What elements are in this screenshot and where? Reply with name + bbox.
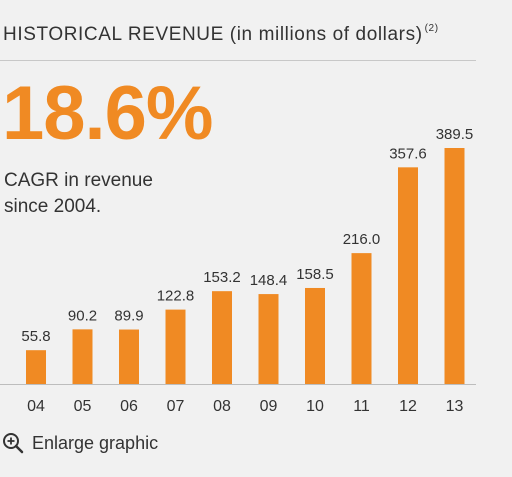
- x-tick-label-06: 06: [120, 398, 138, 415]
- bar-07: [165, 309, 186, 384]
- x-tick-label-13: 13: [446, 398, 464, 415]
- bar-06: [119, 329, 139, 384]
- data-label-11: 216.0: [343, 231, 381, 248]
- x-tick-label-07: 07: [167, 398, 185, 415]
- chart-title-text: HISTORICAL REVENUE (in millions of dolla…: [3, 24, 423, 45]
- cagr-caption-line-2: since 2004.: [4, 196, 102, 217]
- data-label-06: 89.9: [114, 308, 143, 325]
- zoom-in-icon: [3, 433, 24, 454]
- enlarge-graphic-label: Enlarge graphic: [32, 432, 159, 453]
- x-tick-label-04: 04: [27, 398, 45, 415]
- title-divider: [0, 60, 476, 61]
- chart-title: HISTORICAL REVENUE (in millions of dolla…: [3, 22, 439, 46]
- cagr-value: 18.6%: [2, 71, 213, 156]
- bar-09: [258, 294, 279, 384]
- x-tick-label-10: 10: [306, 398, 324, 415]
- x-tick-label-11: 11: [353, 398, 370, 415]
- data-label-05: 90.2: [68, 307, 97, 324]
- cagr-caption-line-1: CAGR in revenue: [4, 170, 153, 191]
- bar-10: [305, 287, 325, 384]
- cagr-caption: CAGR in revenue since 2004.: [4, 168, 204, 220]
- enlarge-graphic-link[interactable]: Enlarge graphic: [2, 432, 158, 454]
- x-tick-label-12: 12: [399, 398, 417, 415]
- bar-13: [444, 148, 465, 384]
- bar-11: [351, 253, 372, 384]
- data-label-10: 158.5: [296, 266, 334, 283]
- bar-04: [26, 350, 46, 384]
- data-label-09: 148.4: [250, 272, 288, 289]
- data-label-04: 55.8: [21, 328, 50, 345]
- bar-12: [398, 167, 418, 384]
- bar-05: [72, 329, 93, 384]
- footnote-marker: (2): [424, 22, 439, 34]
- bar-08: [212, 291, 232, 384]
- x-tick-label-05: 05: [74, 398, 92, 415]
- data-label-08: 153.2: [203, 269, 241, 286]
- data-label-13: 389.5: [436, 126, 474, 143]
- data-label-12: 357.6: [389, 145, 427, 162]
- x-tick-label-09: 09: [260, 398, 278, 415]
- x-tick-label-08: 08: [213, 398, 231, 415]
- data-label-07: 122.8: [157, 288, 195, 305]
